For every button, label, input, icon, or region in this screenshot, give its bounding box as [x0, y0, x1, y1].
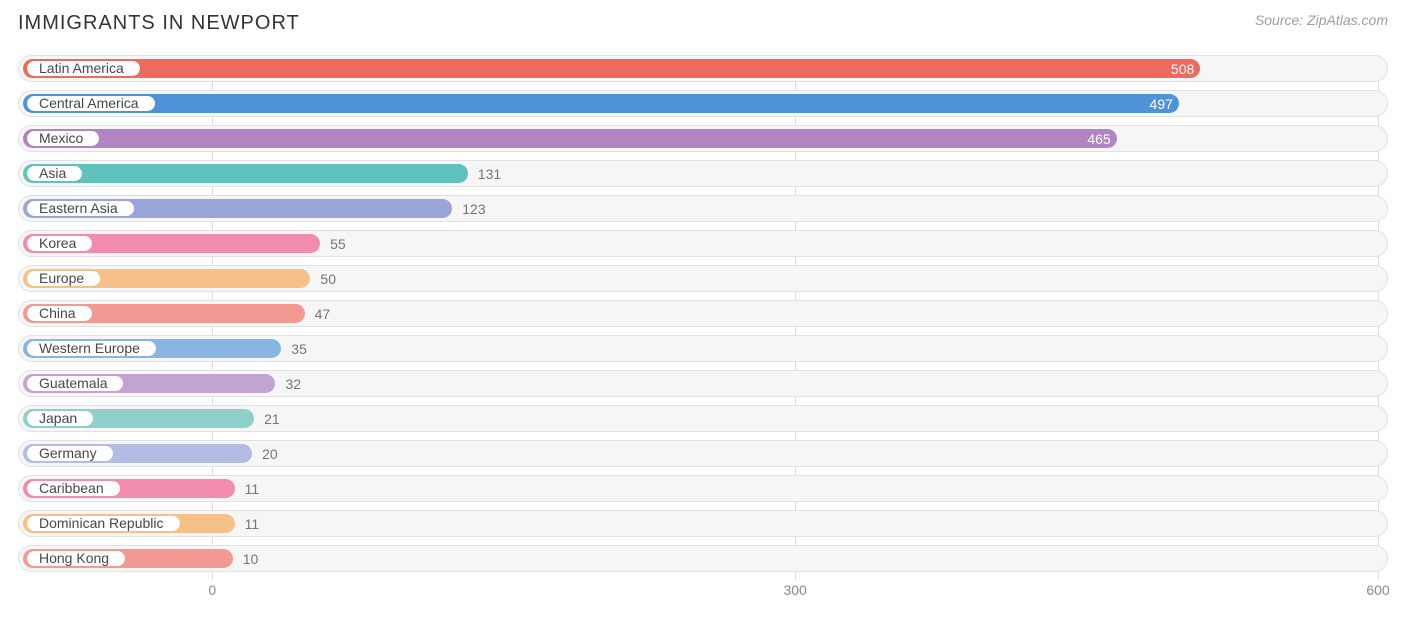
bar-category-label: Eastern Asia [39, 199, 118, 218]
bar-category-label: Latin America [39, 59, 124, 78]
bar-category-pill: Asia [25, 164, 84, 183]
bar-row: Hong Kong 10 [18, 545, 1388, 572]
bar-row: Japan 21 [18, 405, 1388, 432]
chart-area: Latin America 508 Central America 497 Mexico… [18, 55, 1388, 604]
bar-value-label: 55 [330, 231, 346, 258]
bar-value-label: 20 [262, 441, 278, 468]
bar-value-label: 131 [478, 161, 501, 188]
bar-category-label: Guatemala [39, 374, 107, 393]
bar-category-label: Germany [39, 444, 97, 463]
x-axis: 0 300 600 [18, 580, 1388, 604]
bar-row: Eastern Asia 123 [18, 195, 1388, 222]
bar-row: Guatemala 32 [18, 370, 1388, 397]
bar-category-pill: Mexico [25, 129, 101, 148]
bar-value-label: 465 [1087, 126, 1110, 153]
bar-value-label: 10 [243, 546, 259, 573]
bar-value-label: 508 [1171, 56, 1194, 83]
bar-value-label: 47 [315, 301, 331, 328]
x-axis-tick: 300 [783, 582, 806, 598]
bar-category-label: Dominican Republic [39, 514, 164, 533]
bar-value-label: 35 [291, 336, 307, 363]
bar-row: Central America 497 [18, 90, 1388, 117]
bar-category-pill: Japan [25, 409, 95, 428]
bar-category-label: Asia [39, 164, 66, 183]
bar-category-label: Mexico [39, 129, 83, 148]
bar-row: Latin America 508 [18, 55, 1388, 82]
bar-category-pill: Germany [25, 444, 115, 463]
bar-row: Europe 50 [18, 265, 1388, 292]
bar-row: Mexico 465 [18, 125, 1388, 152]
bar [23, 164, 468, 183]
x-axis-tick: 0 [208, 582, 216, 598]
bar-row: Asia 131 [18, 160, 1388, 187]
bar-category-pill: Western Europe [25, 339, 158, 358]
bar-category-label: China [39, 304, 76, 323]
bar-category-pill: Eastern Asia [25, 199, 136, 218]
bar-category-pill: Caribbean [25, 479, 122, 498]
bar-value-label: 497 [1150, 91, 1173, 118]
chart-title: IMMIGRANTS IN NEWPORT [18, 12, 300, 35]
bar-row: Dominican Republic 11 [18, 510, 1388, 537]
bar [23, 129, 1117, 148]
bar-row: Caribbean 11 [18, 475, 1388, 502]
bar [23, 59, 1200, 78]
bar-category-pill: Central America [25, 94, 157, 113]
bar-row: China 47 [18, 300, 1388, 327]
bar-category-label: Korea [39, 234, 76, 253]
bar-category-pill: China [25, 304, 94, 323]
bar-value-label: 123 [462, 196, 485, 223]
bar-category-pill: Europe [25, 269, 102, 288]
bar-row: Korea 55 [18, 230, 1388, 257]
bar-category-label: Europe [39, 269, 84, 288]
bar-category-label: Western Europe [39, 339, 140, 358]
bar-category-pill: Latin America [25, 59, 142, 78]
bar-category-label: Hong Kong [39, 549, 109, 568]
x-axis-tick: 600 [1366, 582, 1389, 598]
bar-category-label: Japan [39, 409, 77, 428]
bar-category-pill: Korea [25, 234, 94, 253]
bar-category-pill: Dominican Republic [25, 514, 182, 533]
bar-value-label: 50 [320, 266, 336, 293]
bar-value-label: 32 [285, 371, 301, 398]
bar [23, 94, 1179, 113]
bar-row: Western Europe 35 [18, 335, 1388, 362]
bar-category-label: Caribbean [39, 479, 104, 498]
bar-value-label: 11 [245, 511, 260, 538]
bar-category-label: Central America [39, 94, 139, 113]
chart-source: Source: ZipAtlas.com [1255, 12, 1388, 28]
bar-value-label: 21 [264, 406, 280, 433]
bar-category-pill: Guatemala [25, 374, 125, 393]
bar-category-pill: Hong Kong [25, 549, 127, 568]
bar-row: Germany 20 [18, 440, 1388, 467]
bar-value-label: 11 [245, 476, 260, 503]
